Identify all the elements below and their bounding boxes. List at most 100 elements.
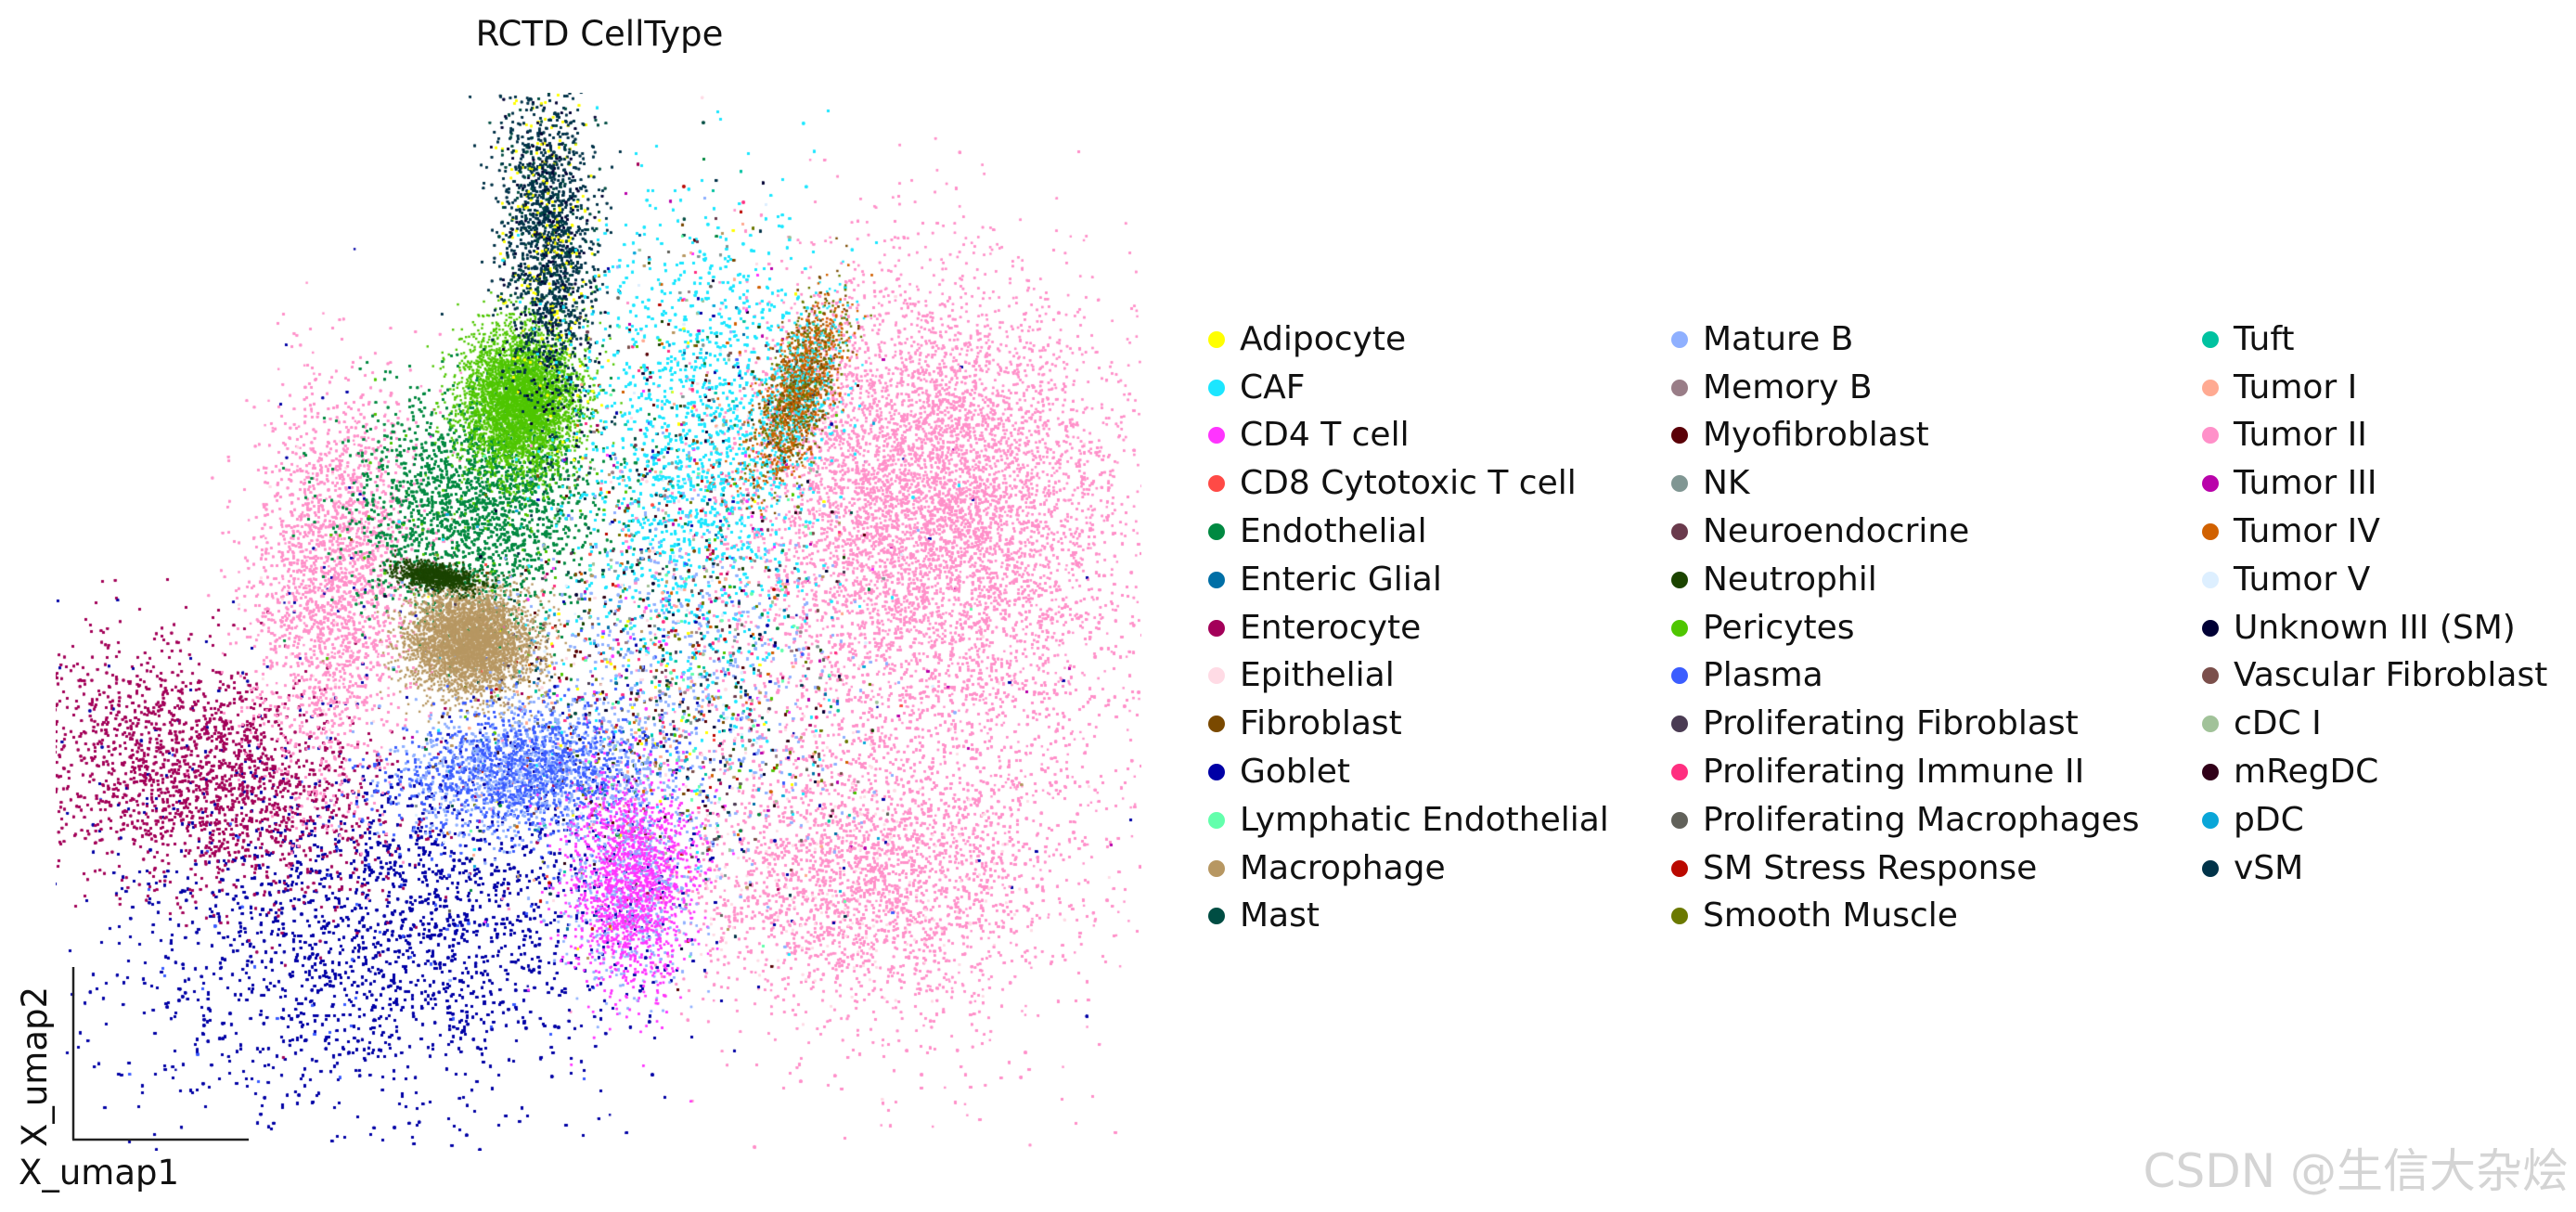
legend-color-dot [2202, 379, 2219, 396]
legend-label: Lymphatic Endothelial [1240, 800, 1609, 839]
legend-label: Mature B [1703, 319, 1854, 358]
legend-item: Endothelial [1208, 508, 1609, 556]
legend-label: CD4 T cell [1240, 416, 1410, 455]
legend-item: Proliferating Macrophages [1671, 796, 2139, 845]
legend-item: Tumor I [2202, 364, 2547, 412]
legend-color-dot [2202, 475, 2219, 493]
legend-item: Unknown III (SM) [2202, 604, 2547, 652]
legend-label: Unknown III (SM) [2234, 608, 2516, 647]
legend-column-1: Adipocyte CAF CD4 T cell CD8 Cytotoxic T ce… [1208, 316, 1609, 940]
legend-label: Enterocyte [1240, 608, 1422, 647]
legend-item: Epithelial [1208, 652, 1609, 701]
legend-label: Tuft [2234, 319, 2295, 358]
legend-color-dot [2202, 571, 2219, 588]
legend-color-dot [1671, 859, 1688, 877]
legend-item: Lymphatic Endothelial [1208, 796, 1609, 845]
legend-item: Neutrophil [1671, 556, 2139, 604]
legend-item: Mast [1208, 893, 1609, 941]
legend-color-dot [2202, 716, 2219, 733]
legend-item: Tumor V [2202, 556, 2547, 604]
legend-item: Memory B [1671, 364, 2139, 412]
legend-label: Tumor I [2234, 367, 2358, 406]
legend-item: vSM [2202, 845, 2547, 893]
legend-label: Goblet [1240, 753, 1351, 792]
legend-color-dot [1671, 571, 1688, 588]
umap-scatter-plot [56, 93, 1141, 1151]
legend-label: Mast [1240, 896, 1320, 935]
legend-item: CD8 Cytotoxic T cell [1208, 459, 1609, 508]
legend-item: Vascular Fibroblast [2202, 652, 2547, 701]
legend-item: SM Stress Response [1671, 845, 2139, 893]
legend-label: Tumor V [2234, 560, 2371, 599]
legend-color-dot [1671, 619, 1688, 637]
legend-item: Smooth Muscle [1671, 893, 2139, 941]
legend-label: Tumor III [2234, 464, 2377, 503]
legend-label: Vascular Fibroblast [2234, 656, 2548, 695]
legend-item: Plasma [1671, 652, 2139, 701]
legend-label: Epithelial [1240, 656, 1395, 695]
legend-item: cDC I [2202, 700, 2547, 748]
legend-item: Proliferating Fibroblast [1671, 700, 2139, 748]
legend-label: Neuroendocrine [1703, 512, 1970, 551]
legend-color-dot [1208, 330, 1225, 348]
legend-color-dot [1208, 475, 1225, 493]
legend-item: Tumor II [2202, 412, 2547, 460]
legend-color-dot [2202, 523, 2219, 541]
legend-item: Enteric Glial [1208, 556, 1609, 604]
legend-color-dot [1208, 667, 1225, 685]
legend-item: Tuft [2202, 316, 2547, 364]
legend-color-dot [2202, 667, 2219, 685]
legend-color-dot [1671, 716, 1688, 733]
legend-color-dot [1208, 716, 1225, 733]
legend-color-dot [1671, 475, 1688, 493]
legend-column-2: Mature B Memory B Myofibroblast NK Neuroendo… [1671, 316, 2139, 940]
legend-color-dot [1671, 427, 1688, 445]
legend-item: Goblet [1208, 748, 1609, 796]
legend-item: Enterocyte [1208, 604, 1609, 652]
legend-label: Proliferating Immune II [1703, 753, 2085, 792]
legend-item: CAF [1208, 364, 1609, 412]
legend-label: Tumor IV [2234, 512, 2380, 551]
legend-label: Proliferating Macrophages [1703, 800, 2140, 839]
legend-color-dot [2202, 859, 2219, 877]
legend-label: CD8 Cytotoxic T cell [1240, 464, 1577, 503]
legend-item: Myofibroblast [1671, 412, 2139, 460]
legend-item: Mature B [1671, 316, 2139, 364]
legend-color-dot [1208, 859, 1225, 877]
legend-label: vSM [2234, 848, 2304, 887]
legend-item: Neuroendocrine [1671, 508, 2139, 556]
legend-item: Tumor III [2202, 459, 2547, 508]
legend-label: Tumor II [2234, 416, 2367, 455]
legend-color-dot [1208, 379, 1225, 396]
legend-label: cDC I [2234, 704, 2322, 743]
legend-color-dot [1671, 523, 1688, 541]
legend-label: Fibroblast [1240, 704, 1402, 743]
legend-label: mRegDC [2234, 753, 2379, 792]
legend-label: Enteric Glial [1240, 560, 1442, 599]
legend-label: NK [1703, 464, 1750, 503]
legend-color-dot [2202, 619, 2219, 637]
legend-color-dot [1208, 764, 1225, 781]
legend-column-3: Tuft Tumor I Tumor II Tumor III Tumor IV Tumo… [2202, 316, 2547, 893]
legend-color-dot [1208, 571, 1225, 588]
legend-label: Proliferating Fibroblast [1703, 704, 2079, 743]
legend-label: Plasma [1703, 656, 1823, 695]
legend-item: Tumor IV [2202, 508, 2547, 556]
legend-color-dot [1208, 619, 1225, 637]
legend-item: Adipocyte [1208, 316, 1609, 364]
legend-color-dot [2202, 764, 2219, 781]
legend-label: Myofibroblast [1703, 416, 1929, 455]
legend-color-dot [2202, 811, 2219, 829]
legend-label: Smooth Muscle [1703, 896, 1958, 935]
legend-color-dot [1208, 811, 1225, 829]
y-axis-label: X_umap2 [15, 986, 55, 1147]
legend-item: mRegDC [2202, 748, 2547, 796]
legend-color-dot [1671, 379, 1688, 396]
legend-item: pDC [2202, 796, 2547, 845]
legend-item: NK [1671, 459, 2139, 508]
legend-color-dot [1208, 908, 1225, 925]
legend-label: pDC [2234, 800, 2304, 839]
x-axis-label: X_umap1 [19, 1153, 180, 1193]
legend-label: Macrophage [1240, 848, 1446, 887]
